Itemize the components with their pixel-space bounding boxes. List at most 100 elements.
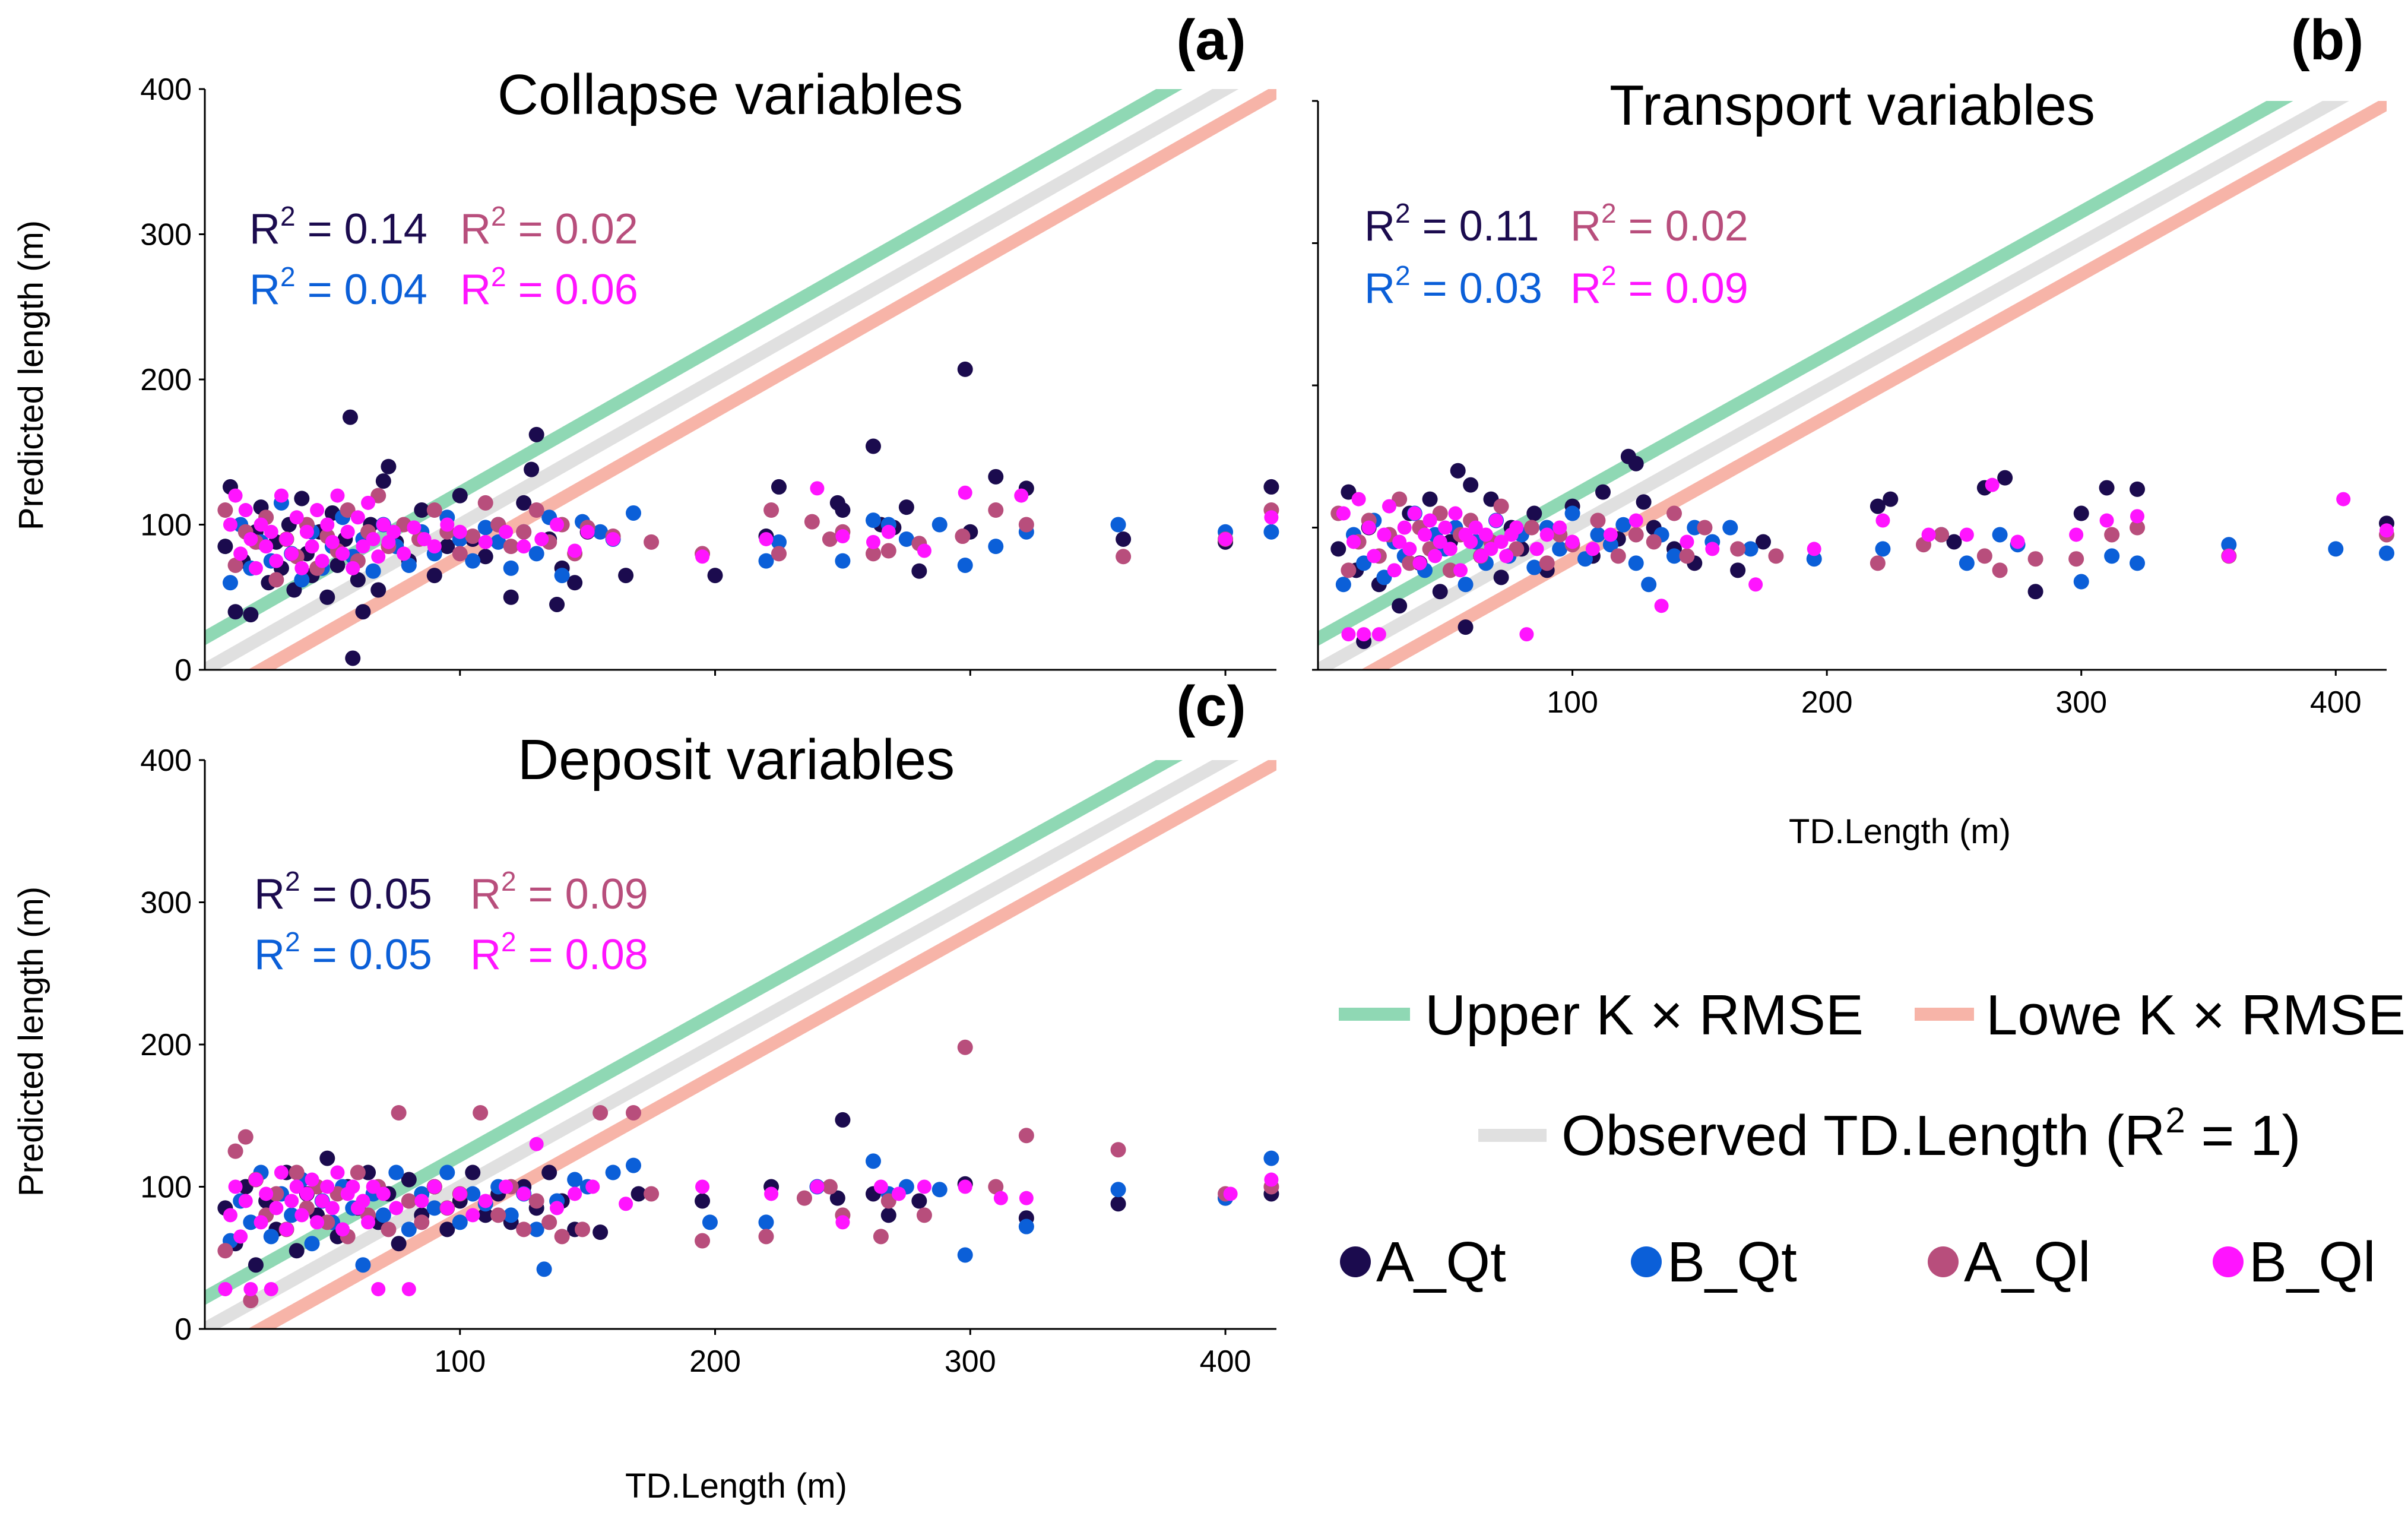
point-a-ql [401,1193,417,1209]
point-b-qt [1263,524,1279,540]
point-b-qt [452,1214,468,1230]
point-b-qt [1335,577,1351,593]
point-b-ql [1985,477,2000,492]
point-b-ql [238,1194,253,1208]
point-a-ql [644,1186,660,1202]
point-a-ql [1110,1142,1126,1158]
panel-c-xlabel: TD.Length (m) [625,1467,847,1505]
point-b-ql [1351,492,1366,507]
panel-b-xtick-label: 200 [1801,685,1853,720]
point-b-ql [1264,1172,1279,1187]
point-a-ql [243,1293,259,1309]
point-a-ql [1992,562,2008,578]
r2-b-bql: R2 = 0.09 [1570,260,1748,312]
point-b-ql [350,510,365,525]
point-b-ql [1392,534,1407,549]
point-b-qt [263,1229,279,1245]
point-a-ql [465,528,481,545]
point-b-ql [248,561,263,575]
point-b-qt [835,553,851,569]
point-b-ql [2099,513,2114,528]
r2-c-bql: R2 = 0.08 [470,926,648,979]
point-b-ql [320,1179,335,1194]
point-b-ql [1565,534,1580,549]
point-b-ql [1807,542,1821,556]
point-a-ql [1402,555,1418,571]
panel-b-letter: (b) [2291,8,2364,72]
point-b-qt [304,1236,320,1252]
point-a-ql [370,488,386,504]
point-b-ql [269,1201,284,1216]
panel-c-ref-observed-line [205,760,1239,1329]
point-b-ql [1371,627,1386,642]
point-b-ql [427,539,442,554]
point-a-qt [414,502,430,518]
point-b-ql [465,1208,480,1223]
point-a-ql [1679,548,1695,564]
panel-c-r2: R2 = 0.05 R2 = 0.09 R2 = 0.05 R2 = 0.08 [254,866,648,979]
point-a-ql [391,1104,407,1121]
point-b-ql [269,553,284,568]
point-b-ql [243,531,258,546]
point-a-ql [473,1104,489,1121]
point-a-ql [1116,549,1132,565]
point-a-ql [217,502,233,518]
point-b-ql [1453,563,1468,578]
point-a-ql [1666,505,1682,521]
point-a-ql [988,502,1004,518]
point-a-qt [1422,491,1438,507]
point-a-qt [289,1243,305,1259]
point-b-ql [478,534,493,549]
legend-a-qt-marker [1340,1246,1371,1277]
point-a-qt [1116,531,1132,547]
point-b-ql [1680,534,1694,549]
point-b-qt [605,1164,621,1180]
panel-a-ref-lower-line [248,89,1276,670]
point-a-ql [1493,498,1509,514]
panel-a-ytick-label: 200 [140,363,192,397]
point-a-ql [289,1164,305,1180]
point-b-ql [881,524,896,539]
point-b-ql [315,1194,329,1208]
r2-a-aql: R2 = 0.02 [460,201,638,253]
panel-a-ytick-label: 300 [140,218,192,252]
point-a-qt [1628,455,1644,471]
point-b-ql [866,534,880,549]
point-b-ql [550,517,565,532]
point-a-qt [911,1193,927,1209]
panel-a-points [217,361,1279,666]
point-b-ql [1552,520,1567,535]
point-b-qt [243,1214,259,1230]
point-b-ql [335,546,350,561]
legend-lower-label: Lowe K × RMSE [1986,983,2406,1047]
point-a-ql [880,1193,896,1209]
point-b-ql [759,531,774,546]
point-a-ql [217,1243,233,1259]
point-b-ql [264,524,278,539]
r2-a-bqt: R2 = 0.04 [249,261,427,314]
point-a-ql [426,502,442,518]
point-a-qt [329,557,346,573]
point-a-ql [2068,551,2084,567]
point-a-ql [340,502,356,518]
point-a-ql [528,502,544,518]
point-b-ql [320,517,335,532]
point-a-qt [2027,584,2043,600]
point-b-ql [401,1281,416,1296]
point-a-qt [477,549,493,565]
r2-c-aqt: R2 = 0.05 [254,866,432,918]
point-b-ql [310,1215,325,1230]
point-a-qt [707,568,723,584]
point-b-ql [1468,520,1483,535]
point-b-ql [810,1179,825,1194]
point-b-ql [835,1215,850,1230]
point-b-qt [401,1221,417,1238]
point-a-ql [626,1104,641,1121]
point-b-qt [1959,555,1975,571]
point-b-ql [499,524,514,539]
point-b-ql [1377,527,1392,542]
panel-a-title: Collapse variables [498,63,963,126]
panel-a-ticks: 0 100 200 300 400 [140,72,1227,688]
point-b-qt [1628,555,1644,571]
panel-a: 0 100 200 300 400 Collapse variables (a) Pre… [12,8,1279,688]
